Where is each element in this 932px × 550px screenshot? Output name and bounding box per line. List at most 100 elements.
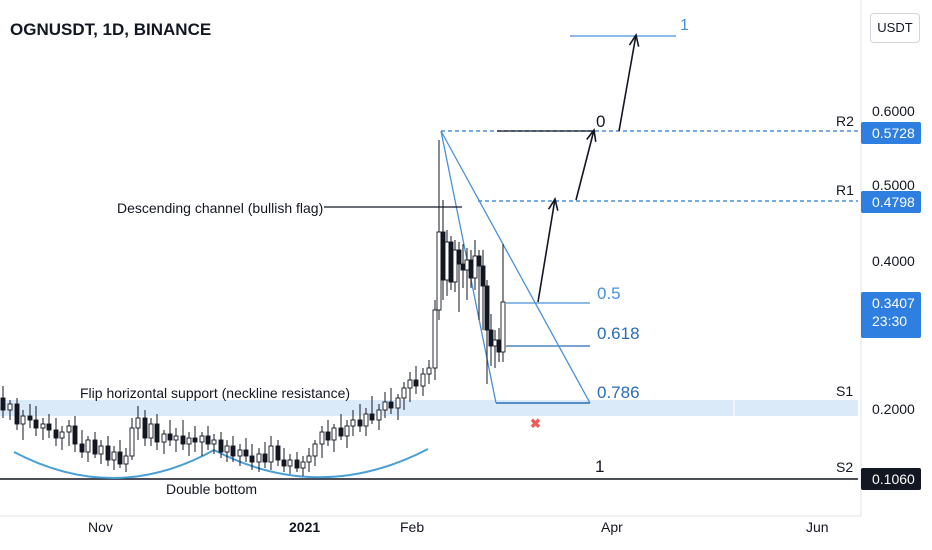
candle: [413, 366, 419, 394]
candle-body: [312, 443, 318, 457]
candle: [186, 432, 192, 456]
candle-body: [472, 255, 478, 279]
candle: [331, 424, 337, 452]
candle: [0, 386, 6, 418]
candle: [79, 430, 85, 458]
candle: [496, 328, 502, 362]
candle-body: [319, 431, 325, 445]
candle: [205, 426, 211, 450]
candle-body: [281, 459, 287, 467]
bottom-curve-left: [13, 449, 215, 479]
candle: [249, 444, 255, 470]
candle: [161, 430, 167, 454]
candle: [484, 280, 490, 384]
candle-body: [287, 459, 293, 467]
price-tick-label: 0.2000: [872, 401, 915, 417]
candle: [105, 436, 111, 466]
s2-price-badge: 0.1060: [861, 468, 921, 490]
candle-body: [344, 425, 350, 437]
candle-body: [117, 451, 123, 465]
candle-body: [92, 439, 98, 455]
candle: [72, 416, 78, 452]
candle: [369, 396, 375, 424]
candle-body: [211, 439, 217, 445]
arrow-shaft: [618, 34, 637, 132]
candle: [472, 240, 478, 290]
candle: [452, 240, 458, 292]
candle: [173, 428, 179, 452]
candle-body: [243, 449, 249, 457]
candle-body: [275, 445, 281, 461]
candle: [401, 382, 407, 410]
candle-body: [148, 423, 154, 439]
candle: [40, 418, 46, 440]
arrow-head: [547, 196, 559, 211]
candle: [256, 448, 262, 472]
price-badge-text: 0.5728: [872, 125, 915, 141]
level-r2-label: R2: [836, 113, 854, 129]
candle-body: [218, 439, 224, 453]
candle: [300, 456, 306, 476]
r2-price-badge: 0.5728: [861, 122, 921, 144]
candle-body: [464, 259, 470, 271]
candle: [237, 444, 243, 466]
candle: [27, 404, 33, 428]
candle-body: [395, 397, 401, 409]
candle-body: [59, 431, 65, 439]
candle-body: [440, 231, 446, 281]
candle: [319, 426, 325, 458]
time-tick-label: Apr: [601, 519, 623, 535]
candle: [66, 420, 72, 446]
candle: [33, 406, 39, 436]
candle-body: [154, 423, 160, 443]
candle: [59, 426, 65, 450]
candle: [448, 236, 454, 290]
candle: [167, 420, 173, 446]
candle-body: [376, 409, 382, 421]
level-s1-label: S1: [836, 383, 853, 399]
currency-button[interactable]: USDT: [870, 13, 920, 43]
candle-body: [331, 427, 337, 441]
candle: [262, 442, 268, 468]
candle: [129, 418, 135, 460]
candle: [426, 360, 432, 384]
candle-body: [129, 427, 135, 457]
fib-1-label: 1: [595, 457, 604, 476]
candle: [480, 250, 486, 330]
channel-upper: [440, 130, 591, 404]
candle: [135, 406, 141, 440]
candle-body: [105, 445, 111, 461]
candle-body: [338, 427, 344, 437]
arrow-shaft: [575, 129, 595, 201]
candle: [46, 414, 52, 438]
candle: [148, 418, 154, 446]
candle-body: [492, 339, 498, 347]
fib-0-618-label: 0.618: [597, 324, 640, 343]
candle-body: [180, 435, 186, 445]
candle-body: [500, 301, 506, 353]
arrow-to-r1: [537, 196, 559, 303]
candle-body: [496, 339, 502, 353]
candle-body: [33, 419, 39, 429]
candle-body: [72, 425, 78, 445]
candle-body: [237, 449, 243, 457]
candle: [287, 454, 293, 474]
candle: [344, 420, 350, 448]
cross-marker: ✖: [530, 416, 541, 431]
candle-body: [262, 453, 268, 463]
candle-body: [444, 241, 450, 281]
candle: [488, 314, 494, 366]
candle-body: [456, 249, 462, 265]
annotation-neckline: Flip horizontal support (neckline resist…: [80, 385, 350, 401]
candle-body: [436, 231, 442, 311]
candle-body: [448, 241, 454, 283]
candle: [211, 434, 217, 454]
candle: [468, 250, 474, 288]
candle-body: [27, 415, 33, 421]
candle: [180, 420, 186, 450]
price-badge-text: 0.3407: [872, 295, 915, 311]
candle-body: [480, 265, 486, 287]
candle-body: [382, 401, 388, 411]
candle: [281, 448, 287, 472]
